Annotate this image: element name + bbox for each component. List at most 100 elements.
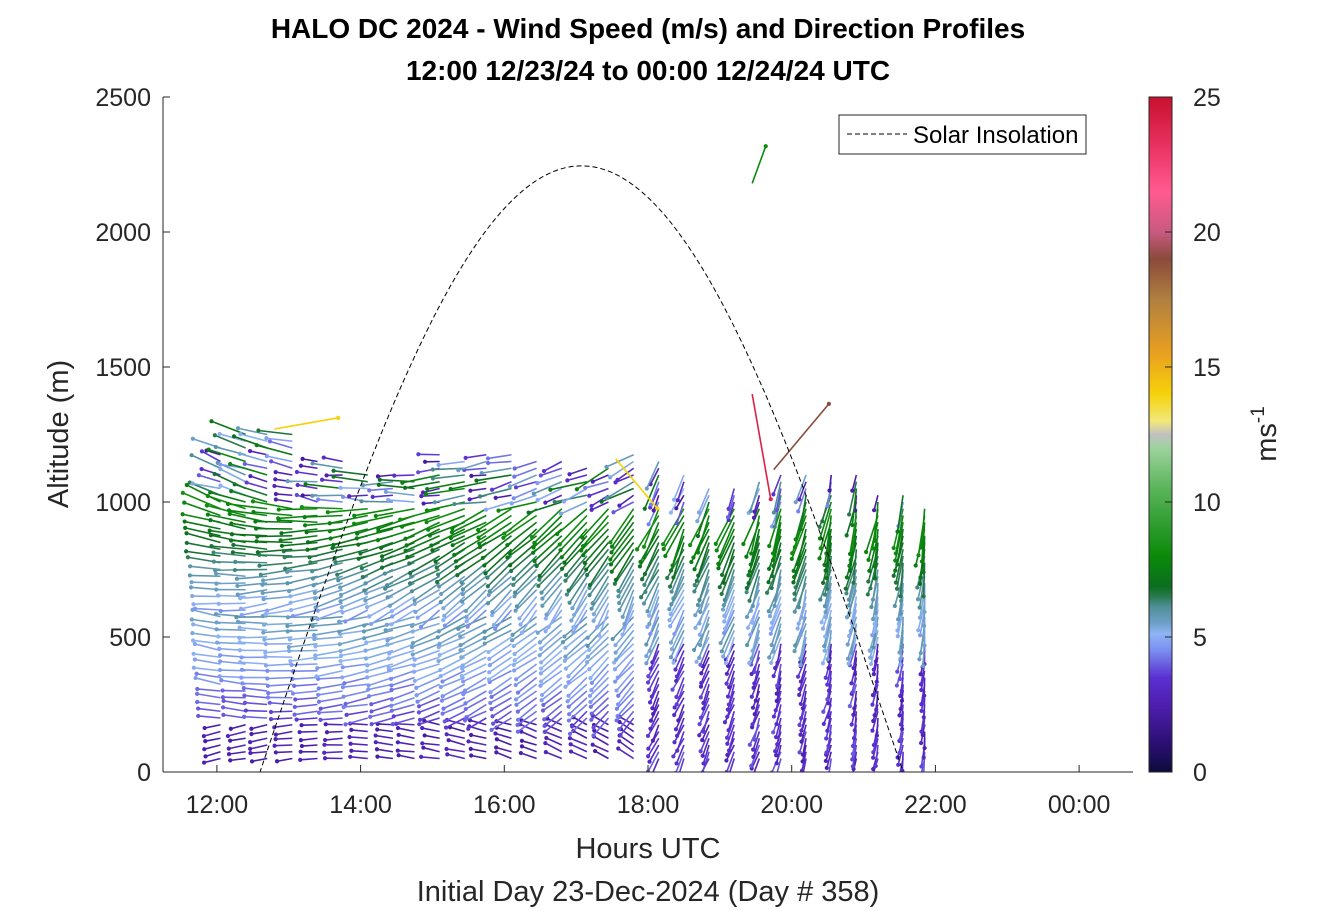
wind-vector-head: [795, 626, 800, 631]
wind-vector-head: [671, 660, 676, 665]
wind-vector-head: [724, 758, 729, 763]
wind-vector-head: [643, 589, 648, 595]
wind-vector: [726, 697, 735, 718]
wind-vector: [391, 595, 415, 612]
wind-vector: [800, 663, 807, 682]
wind-vector-head: [852, 728, 857, 733]
wind-vector: [800, 724, 807, 742]
wind-vector-head: [639, 595, 644, 600]
wind-vector-head: [375, 727, 380, 732]
wind-vector-head: [571, 630, 576, 635]
wind-vector: [218, 594, 246, 598]
wind-vector: [752, 576, 761, 607]
wind-vector: [726, 717, 735, 739]
wind-vector-head: [190, 638, 196, 643]
wind-vector-head: [563, 666, 569, 671]
wind-vector: [393, 710, 415, 718]
wind-vector-head: [895, 529, 900, 534]
wind-vector: [514, 568, 538, 594]
wind-vector-head: [921, 664, 926, 669]
wind-vector: [652, 494, 660, 511]
wind-vector: [268, 690, 293, 694]
wind-vector: [645, 636, 660, 664]
wind-vector: [870, 636, 879, 665]
wind-vector: [256, 444, 293, 456]
wind-vector-head: [273, 469, 278, 475]
wind-vector: [673, 609, 685, 635]
wind-vector-head: [726, 748, 732, 753]
wind-vector: [644, 562, 660, 593]
wind-vector: [363, 615, 394, 627]
wind-vector-head: [267, 439, 272, 444]
wind-vector: [311, 561, 343, 573]
wind-vector: [235, 561, 268, 564]
wind-vector-head: [546, 624, 551, 630]
wind-vector-head: [826, 701, 831, 706]
wind-vector-head: [870, 776, 874, 780]
wind-vector: [606, 454, 634, 468]
wind-vector-head: [792, 597, 797, 602]
wind-vector: [689, 508, 710, 546]
wind-vector-head: [316, 710, 322, 715]
wind-vector-head: [366, 683, 371, 688]
wind-vector: [250, 750, 268, 754]
wind-vector-head: [395, 740, 400, 745]
wind-vector-head: [201, 733, 206, 739]
wind-vector: [506, 521, 538, 546]
wind-vector-head: [315, 608, 320, 613]
wind-vector-head: [184, 549, 189, 554]
wind-vector-head: [190, 631, 195, 636]
wind-vector-head: [647, 700, 653, 705]
wind-vector-head: [539, 660, 544, 665]
wind-vector-head: [272, 483, 277, 489]
wind-vector-head: [872, 538, 878, 543]
wind-vector: [647, 717, 660, 737]
wind-vector: [195, 677, 221, 686]
wind-vector-head: [765, 590, 770, 595]
wind-vector: [569, 717, 588, 735]
wind-vector: [376, 748, 394, 753]
wind-vector: [587, 636, 610, 658]
wind-vector-head: [774, 698, 779, 704]
wind-vector-head: [331, 468, 336, 473]
wind-vector-head: [436, 462, 441, 467]
wind-vector-head: [799, 728, 804, 733]
wind-vector: [900, 704, 904, 725]
wind-vector: [721, 542, 735, 576]
wind-vector-head: [697, 642, 703, 648]
wind-vector-head: [220, 688, 225, 693]
wind-vector-head: [541, 702, 546, 708]
wind-vector-head: [383, 628, 388, 633]
wind-vector: [326, 730, 343, 734]
wind-vector-head: [540, 596, 545, 601]
wind-vector-head: [514, 702, 519, 707]
wind-vector: [223, 714, 246, 719]
wind-vector-head: [719, 591, 724, 597]
wind-vector-head: [744, 554, 749, 559]
wind-vector-head: [620, 614, 625, 619]
wind-vector-head: [717, 554, 722, 559]
wind-vector-head: [567, 731, 573, 736]
wind-vector: [819, 501, 832, 539]
wind-vector-head: [477, 541, 482, 546]
wind-vector-head: [798, 527, 803, 532]
wind-vector: [540, 649, 563, 670]
wind-vector-head: [613, 679, 618, 684]
wind-vector: [322, 478, 343, 483]
wind-vector: [312, 462, 343, 470]
wind-vector-head: [567, 712, 572, 717]
wind-vector: [567, 562, 588, 591]
wind-vector: [539, 622, 563, 643]
wind-vector-head: [922, 643, 927, 648]
wind-vector: [366, 663, 394, 672]
wind-vector: [287, 629, 318, 633]
wind-vector-head: [671, 754, 676, 759]
wind-vector-head: [850, 690, 855, 695]
wind-vector-head: [543, 750, 548, 755]
wind-vector: [722, 629, 735, 657]
wind-vector-head: [265, 683, 270, 689]
wind-vector-head: [615, 714, 620, 719]
wind-vector-head: [442, 623, 447, 628]
wind-vector-head: [436, 629, 441, 634]
